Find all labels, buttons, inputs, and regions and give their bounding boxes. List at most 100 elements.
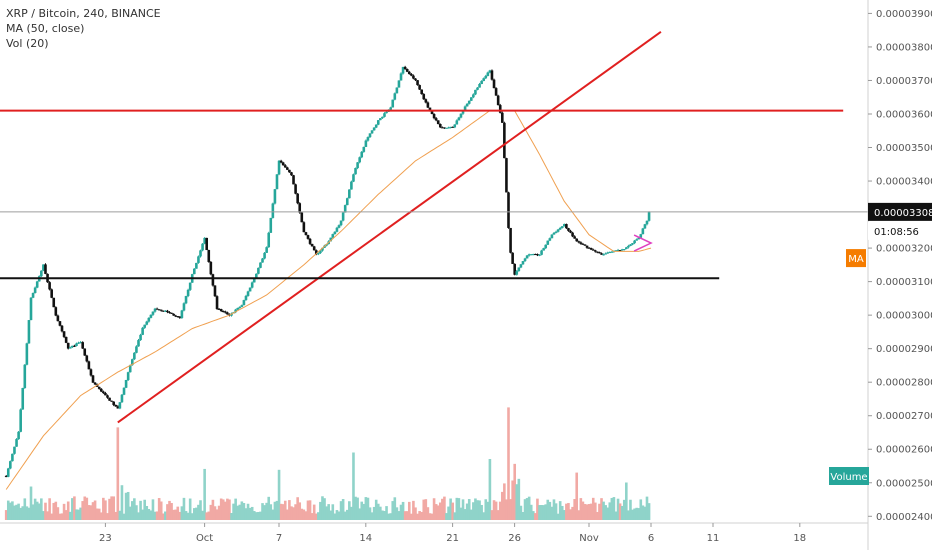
candle-body (345, 198, 349, 206)
volume-bar (25, 506, 29, 520)
volume-bar (385, 506, 388, 520)
candle-body (532, 254, 535, 256)
candle-body (513, 263, 517, 275)
volume-bar (42, 511, 45, 520)
time-axis[interactable]: 23 Oct 7 14 21 26 Nov 6 11 18 (0, 522, 868, 544)
candle-body (637, 237, 641, 240)
volume-bar (383, 510, 386, 520)
candle-body (29, 297, 33, 321)
candle-body (639, 234, 643, 238)
volume-bar (128, 506, 132, 520)
volume-bar (288, 500, 291, 520)
volume-bar (563, 510, 566, 520)
candle-body (467, 100, 471, 104)
candle-body (633, 240, 636, 244)
volume-bar (234, 498, 237, 520)
volume-bar (395, 507, 399, 520)
legend-vol[interactable]: Vol (20) (6, 37, 49, 50)
candle-body (13, 446, 16, 454)
candle-body (503, 122, 506, 159)
volume-bar (145, 505, 149, 520)
price-tick-label: 0.00003400 (876, 177, 932, 188)
legend-ma[interactable]: MA (50, close) (6, 22, 85, 35)
candle-body (606, 252, 610, 254)
volume-bar (647, 503, 651, 520)
candle-body (542, 248, 545, 251)
candle-body (348, 189, 351, 199)
candle-body (91, 375, 95, 383)
legend-symbol[interactable]: XRP / Bitcoin, 240, BINANCE (6, 7, 161, 20)
price-tick-label: 0.00003900 (876, 9, 932, 20)
volume-bar (273, 501, 277, 520)
volume-bar (73, 496, 76, 520)
volume-bar (459, 507, 463, 520)
volume-bar (407, 501, 411, 520)
candle-body (536, 254, 539, 256)
candle-body (153, 308, 157, 312)
volume-bar (554, 503, 558, 520)
volume-bar (637, 508, 641, 520)
volume-bar (521, 511, 525, 520)
volume-bar (585, 504, 589, 520)
volume-bar (302, 509, 306, 520)
price-tick-label: 0.00003100 (876, 277, 932, 288)
candle-body (441, 127, 444, 129)
volume-bar (639, 499, 643, 520)
volume-bar (184, 511, 188, 520)
candle-body (149, 314, 153, 318)
candle-body (486, 72, 490, 76)
candle-body (207, 250, 211, 262)
volume-bar (620, 505, 624, 520)
volume-bar (151, 499, 155, 520)
volume-bar (362, 503, 366, 520)
volume-bar (327, 504, 330, 520)
candle-body (558, 227, 562, 230)
candle-body (422, 94, 426, 100)
candle-body (459, 113, 463, 118)
price-tick-label: 0.00003800 (876, 42, 932, 53)
time-tick-label: 18 (793, 533, 806, 544)
volume-bar (48, 498, 51, 520)
volume-bar (102, 497, 105, 520)
candle-body (267, 232, 271, 248)
volume-bar (197, 504, 200, 520)
volume-bar (62, 503, 66, 520)
candle-body (552, 232, 556, 235)
candle-body (449, 126, 452, 128)
volume-bar (226, 498, 229, 520)
volume-bar (46, 511, 49, 520)
candle-body (23, 364, 27, 388)
volume-bar (281, 504, 285, 520)
volume-bar (451, 502, 454, 520)
candle-body (310, 243, 314, 247)
candle-body (298, 203, 302, 213)
candle-body (403, 66, 407, 70)
candle-body (565, 224, 568, 229)
candle-body (474, 89, 477, 95)
volume-bar (93, 500, 97, 520)
time-tick-label: 7 (276, 533, 282, 544)
volume-bar (441, 498, 444, 520)
candle-body (567, 228, 570, 231)
volume-bar (60, 513, 64, 520)
volume-bar (306, 500, 310, 520)
volume-bar (401, 501, 405, 520)
volume-bar (629, 499, 632, 520)
candle-body (283, 165, 287, 168)
volume-bar (66, 501, 70, 520)
volume-bar (455, 497, 459, 520)
volume-bar (182, 497, 186, 520)
volume-bar (492, 500, 496, 520)
volume-bar (596, 511, 599, 520)
candle-body (569, 230, 572, 233)
volume-bar (517, 478, 521, 520)
volume-bar (265, 502, 268, 520)
candle-body (217, 308, 221, 310)
drawn-lines[interactable] (0, 31, 868, 490)
candle-body (596, 251, 599, 253)
volume-bar (277, 469, 281, 520)
candle-body (15, 439, 18, 447)
volume-bar (474, 498, 477, 520)
candle-body (366, 137, 370, 141)
